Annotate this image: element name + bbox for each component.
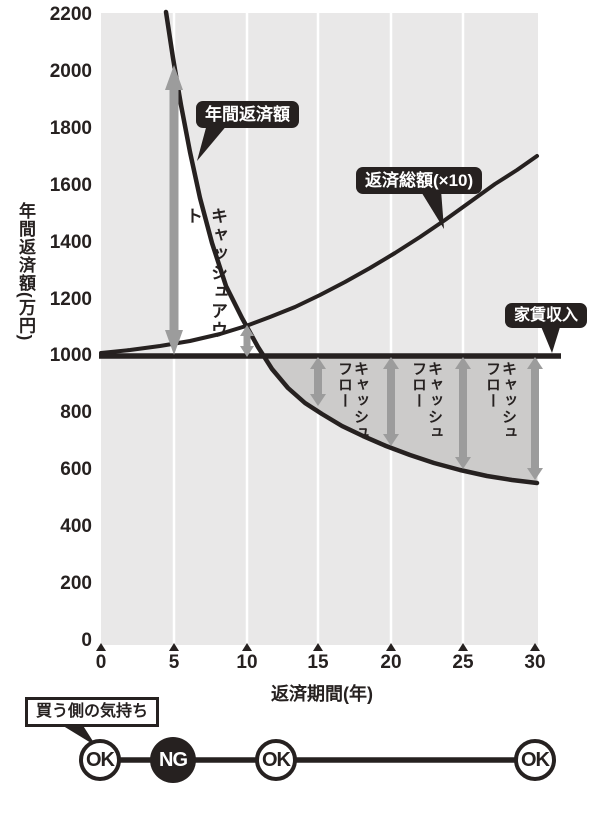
node-ng: NG [150,737,196,783]
cash-flow-label-line2: フロー [410,361,427,409]
y-tick-800: 800 [60,402,92,423]
y-tick-1600: 1600 [49,175,92,196]
x-tick-20: 20 [380,652,402,673]
cash-flow-label-2: キャッシュ フロー [410,361,443,453]
x-tick-25: 25 [452,652,474,673]
node-ok-2: OK [255,739,297,781]
cash-flow-label-line2: フロー [484,361,501,409]
cash-flow-arrow-30y [527,357,543,480]
x-tick-15: 15 [307,652,329,673]
buyer-feeling-caption: 買う側の気持ち [25,697,160,727]
y-tick-1400: 1400 [49,232,92,253]
y-tick-600: 600 [60,459,92,480]
annual-repayment-callout: 年間返済額 [196,101,299,128]
small-gap-arrow [240,325,254,357]
cash-flow-label-line1: キャッシュ [500,361,517,441]
x-tick-markers [96,643,540,651]
cash-out-label: キャッシュアウト [183,207,227,340]
node-ok-1: OK [79,739,121,781]
x-axis-title: 返済期間(年) [271,684,373,704]
total-repayment-callout: 返済総額(×10) [356,167,483,194]
rent-income-callout: 家賃収入 [505,303,588,328]
annual-repayment-curve [163,9,540,486]
plot-area [101,13,538,645]
cash-flow-arrow-25y [455,357,471,469]
y-tick-2200: 2200 [49,4,92,25]
x-tick-30: 30 [524,652,546,673]
y-axis-title: 年間返済額(万円) [16,202,35,342]
x-tick-10: 10 [236,652,258,673]
cash-flow-arrow-15y [310,357,326,406]
cash-flow-label-1: キャッシュ フロー [336,361,369,453]
x-tick-0: 0 [95,652,107,673]
y-tick-0: 0 [81,630,92,651]
cash-flow-label-line1: キャッシュ [426,361,443,441]
y-tick-200: 200 [60,573,92,594]
cash-flow-label-3: キャッシュ フロー [484,361,517,453]
y-tick-1000: 1000 [49,345,92,366]
y-tick-400: 400 [60,516,92,537]
cash-out-arrow [165,65,183,355]
x-tick-5: 5 [168,652,180,673]
y-tick-1200: 1200 [49,289,92,310]
cash-flow-label-line1: キャッシュ [352,361,369,441]
cash-flow-region [262,356,537,483]
node-ok-3: OK [514,739,556,781]
cash-out-region [170,58,265,358]
total-repayment-curve [99,154,539,355]
cash-flow-label-line2: フロー [336,361,353,409]
y-tick-1800: 1800 [49,118,92,139]
cash-flow-arrow-20y [383,357,399,446]
y-tick-2000: 2000 [49,61,92,82]
callout-tails [60,124,561,746]
